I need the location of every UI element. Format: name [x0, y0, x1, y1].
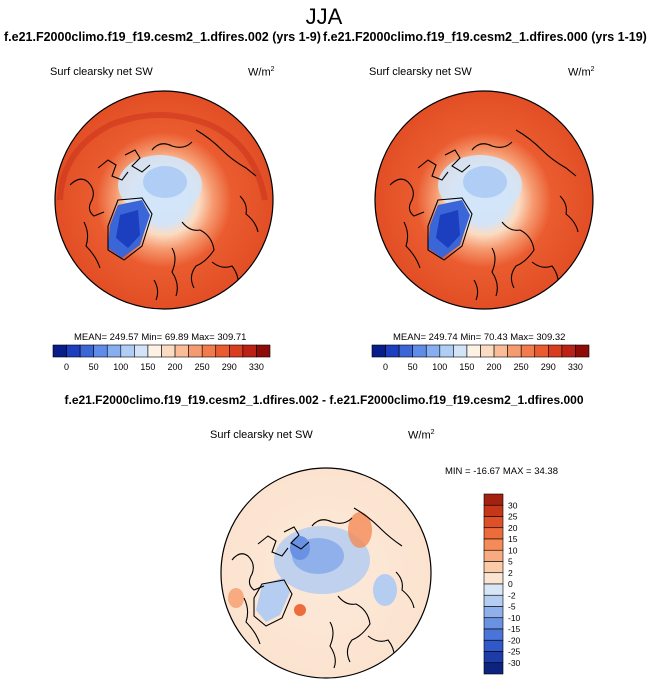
difference-stats: MIN = -16.67 MAX = 34.38	[445, 466, 559, 477]
panel-variable-label: Surf clearsky net SW	[50, 66, 153, 78]
colorbar-swatch	[425, 344, 441, 358]
colorbar-tick-label: 200	[168, 362, 183, 372]
colorbar-tick-label: 100	[113, 362, 128, 372]
colorbar-swatch	[215, 344, 230, 358]
difference-variable-label: Surf clearsky net SW	[210, 429, 313, 441]
colorbar-swatch	[561, 344, 576, 358]
colorbar-tick-label: 0	[508, 579, 513, 589]
panel-variable-label: Surf clearsky net SW	[369, 66, 472, 78]
colorbar-tick-label: 10	[508, 545, 518, 555]
colorbar-tick-label: 330	[568, 362, 583, 372]
colorbar-swatch	[483, 504, 504, 517]
colorbar-tick-label: 25	[508, 512, 518, 522]
colorbar-tick-label: 0	[64, 362, 69, 372]
colorbar-swatch	[242, 344, 257, 358]
colorbar-swatch	[483, 538, 504, 551]
colorbar-swatch	[520, 344, 536, 358]
colorbar-swatch	[256, 344, 271, 358]
colorbar-swatch	[161, 344, 176, 358]
season-title: JJA	[305, 4, 343, 29]
colorbar-tick-label: -15	[508, 624, 521, 634]
colorbar-tick-label: -25	[508, 647, 521, 657]
colorbar-tick-label: 30	[508, 500, 518, 510]
map-difference	[220, 467, 432, 679]
colorbar-swatch	[120, 344, 135, 358]
colorbar-swatch	[534, 344, 549, 358]
colorbar-swatch	[147, 344, 162, 358]
stats-top-right: MEAN= 249.74 Min= 70.43 Max= 309.32	[393, 332, 566, 343]
colorbar-swatch	[483, 493, 504, 506]
colorbar-top-left: 0 50 100 150 200 250 290 330	[52, 344, 271, 372]
colorbar-swatch	[507, 344, 522, 358]
colorbar-swatch	[575, 344, 590, 358]
colorbar-tick-label: 290	[541, 362, 556, 372]
colorbar-swatch	[134, 344, 149, 358]
map-top-left	[54, 90, 274, 310]
colorbar-swatch	[548, 344, 563, 358]
colorbar-tick-label: -10	[508, 613, 521, 623]
colorbar-swatch	[483, 639, 504, 652]
colorbar-swatch	[483, 617, 504, 630]
colorbar-swatch	[483, 583, 504, 596]
colorbar-swatch	[229, 344, 244, 358]
colorbar-tick-label: 250	[195, 362, 210, 372]
colorbar-swatch	[483, 549, 504, 562]
case-title-left: f.e21.F2000climo.f19_f19.cesm2_1.dfires.…	[4, 30, 321, 44]
colorbar-tick-label: 150	[459, 362, 474, 372]
colorbar-tick-label: 50	[408, 362, 418, 372]
colorbar-tick-label: -5	[508, 602, 516, 612]
colorbar-swatch	[412, 344, 427, 358]
colorbar-swatch	[480, 344, 495, 358]
colorbar-top-right: 0 50 100 150 200 250 290 330	[371, 344, 590, 372]
colorbar-swatch	[106, 344, 122, 358]
colorbar-tick-label: -20	[508, 635, 521, 645]
colorbar-tick-label: -30	[508, 658, 521, 668]
colorbar-tick-label: 0	[383, 362, 388, 372]
colorbar-swatch	[385, 344, 400, 358]
colorbar-swatch	[439, 344, 454, 358]
colorbar-swatch	[493, 344, 508, 358]
colorbar-tick-label: 50	[89, 362, 99, 372]
colorbar-swatch	[79, 344, 94, 358]
colorbar-tick-label: 15	[508, 534, 518, 544]
colorbar-tick-label: 150	[140, 362, 155, 372]
colorbar-tick-label: 200	[487, 362, 502, 372]
difference-units-label: W/m2	[408, 429, 435, 442]
colorbar-swatch	[483, 527, 504, 540]
colorbar-tick-label: 250	[514, 362, 529, 372]
colorbar-swatch	[483, 516, 504, 529]
colorbar-swatch	[93, 344, 108, 358]
difference-title: f.e21.F2000climo.f19_f19.cesm2_1.dfires.…	[64, 393, 584, 407]
colorbar-swatch	[66, 344, 81, 358]
colorbar-tick-label: 290	[222, 362, 237, 372]
colorbar-swatch	[52, 344, 67, 358]
colorbar-swatch	[483, 651, 504, 664]
colorbar-swatch	[483, 561, 504, 574]
colorbar-swatch	[398, 344, 413, 358]
colorbar-tick-label: 20	[508, 523, 518, 533]
colorbar-swatch	[201, 344, 217, 358]
colorbar-swatch	[466, 344, 481, 358]
colorbar-tick-label: 2	[508, 568, 513, 578]
map-top-right	[374, 90, 594, 310]
panel-units-label: W/m2	[568, 66, 595, 79]
colorbar-tick-label: -2	[508, 590, 516, 600]
colorbar-swatch	[188, 344, 203, 358]
colorbar-swatch	[174, 344, 189, 358]
colorbar-tick-label: 330	[249, 362, 264, 372]
case-title-right: f.e21.F2000climo.f19_f19.cesm2_1.dfires.…	[323, 30, 647, 44]
stats-top-left: MEAN= 249.57 Min= 69.89 Max= 309.71	[74, 332, 247, 343]
colorbar-swatch	[483, 594, 504, 607]
colorbar-swatch	[453, 344, 468, 358]
colorbar-tick-label: 100	[432, 362, 447, 372]
colorbar-swatch	[483, 662, 504, 675]
panel-units-label: W/m2	[248, 66, 275, 79]
colorbar-swatch	[483, 628, 504, 641]
colorbar-swatch	[483, 572, 504, 585]
colorbar-swatch	[483, 606, 504, 619]
colorbar-swatch	[371, 344, 386, 358]
colorbar-tick-label: 5	[508, 557, 513, 567]
